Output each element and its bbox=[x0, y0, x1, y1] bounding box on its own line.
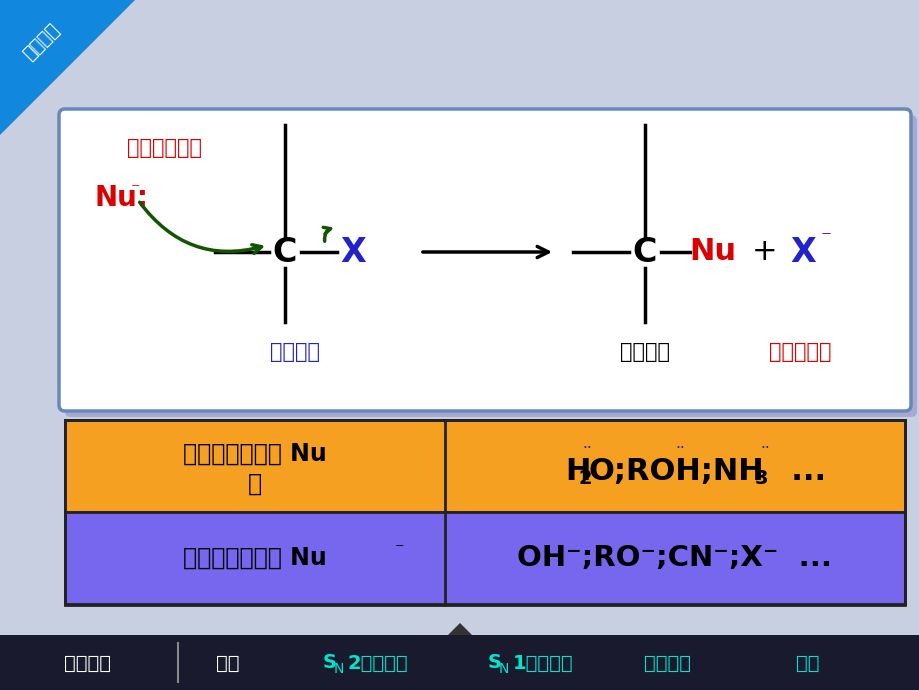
Text: Nu: Nu bbox=[688, 237, 736, 266]
Text: 2: 2 bbox=[578, 469, 592, 488]
Text: ··: ·· bbox=[759, 442, 769, 457]
Text: 2立体化学: 2立体化学 bbox=[347, 653, 408, 673]
Text: N: N bbox=[498, 662, 509, 676]
Text: O;ROH;NH: O;ROH;NH bbox=[588, 457, 764, 486]
Text: ：: ： bbox=[247, 472, 262, 496]
Text: S: S bbox=[323, 653, 336, 673]
Text: Nu:: Nu: bbox=[95, 184, 149, 212]
Text: 3: 3 bbox=[754, 469, 767, 488]
Bar bbox=[65, 420, 904, 512]
Text: S: S bbox=[487, 653, 502, 673]
Text: C: C bbox=[632, 235, 656, 268]
Polygon shape bbox=[0, 0, 135, 135]
Bar bbox=[0, 635, 919, 690]
Bar bbox=[65, 512, 904, 604]
Text: ⁻: ⁻ bbox=[394, 541, 404, 559]
Text: ⁻: ⁻ bbox=[820, 228, 831, 248]
Text: ··: ·· bbox=[675, 442, 684, 457]
Polygon shape bbox=[448, 623, 471, 635]
Text: X: X bbox=[340, 235, 366, 268]
FancyArrowPatch shape bbox=[140, 202, 261, 253]
Text: C: C bbox=[272, 235, 297, 268]
Text: （亲核试剂）: （亲核试剂） bbox=[128, 138, 202, 158]
FancyBboxPatch shape bbox=[59, 109, 910, 411]
Text: 简介: 简介 bbox=[216, 653, 240, 673]
FancyBboxPatch shape bbox=[65, 115, 916, 417]
Text: 离子型亲核试剂 Nu: 离子型亲核试剂 Nu bbox=[183, 546, 326, 570]
Text: +: + bbox=[752, 237, 777, 266]
Text: 练习: 练习 bbox=[795, 653, 819, 673]
Text: （产物）: （产物） bbox=[619, 342, 669, 362]
Text: （离去基）: （离去基） bbox=[768, 342, 831, 362]
Text: ··: ·· bbox=[582, 442, 591, 457]
Text: ⁻: ⁻ bbox=[130, 181, 141, 199]
Text: X: X bbox=[789, 235, 815, 268]
Text: H: H bbox=[564, 457, 590, 486]
Text: 亲核取代: 亲核取代 bbox=[20, 21, 63, 63]
Text: 课堂总结: 课堂总结 bbox=[644, 653, 691, 673]
Text: 有机化学: 有机化学 bbox=[64, 653, 111, 673]
FancyArrowPatch shape bbox=[323, 227, 330, 242]
Text: ...: ... bbox=[769, 457, 825, 486]
Text: N: N bbox=[334, 662, 344, 676]
Text: 1立体化学: 1立体化学 bbox=[513, 653, 573, 673]
Text: 分子型亲核试剂 Nu: 分子型亲核试剂 Nu bbox=[183, 442, 326, 466]
Bar bbox=[65, 420, 904, 605]
Text: OH⁻;RO⁻;CN⁻;X⁻  ...: OH⁻;RO⁻;CN⁻;X⁻ ... bbox=[516, 544, 832, 572]
Text: （底物）: （底物） bbox=[269, 342, 320, 362]
